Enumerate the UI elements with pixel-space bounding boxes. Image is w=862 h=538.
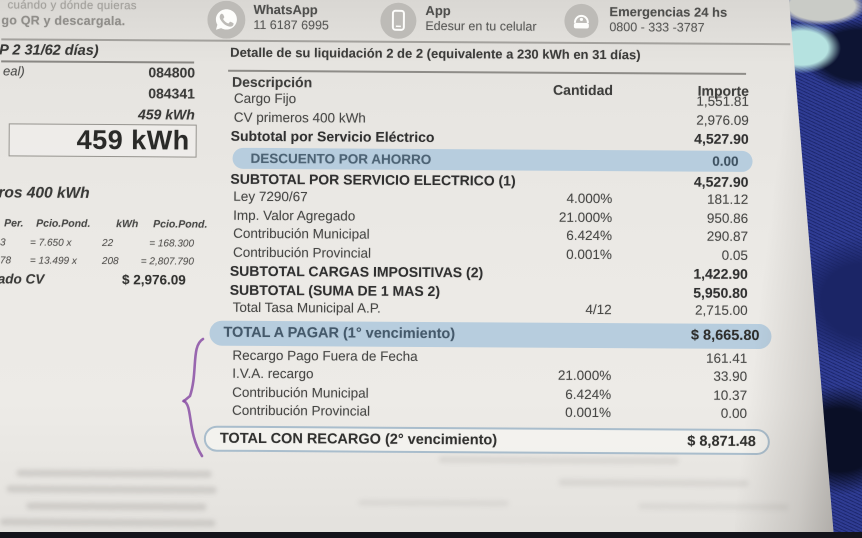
price-cell-kwh: 208	[101, 255, 119, 268]
tagline-line2: go QR y descargala.	[1, 13, 126, 29]
row-description: Ley 7290/67	[233, 188, 308, 205]
consumption-box: 459 kWh	[8, 123, 197, 158]
price-cell-price: = 7.650 x	[30, 237, 72, 249]
price-cell-per: 78	[0, 255, 12, 267]
contact-subtitle: 11 6187 6995	[253, 17, 329, 33]
row-description: DESCUENTO POR AHORRO	[250, 150, 432, 167]
contact-title: Emergencias 24 hs	[609, 4, 728, 20]
invoice-detail: Detalle de su liquidación 2 de 2 (equiva…	[203, 44, 788, 455]
contact-app: App Edesur en tu celular	[379, 0, 549, 43]
show-through-text	[358, 499, 509, 507]
price-cell-kwh: 22	[102, 237, 114, 250]
invoice-row: Contribución Provincial 0.001% 0.00	[204, 402, 786, 424]
contact-emergencias: Emergencias 24 hs 0800 - 333 -3787	[563, 1, 753, 44]
paper-edge-shadow	[735, 0, 834, 538]
row-description: SUBTOTAL CARGAS IMPOSITIVAS (2)	[229, 262, 484, 281]
row-description: Subtotal por Servicio Eléctrico	[230, 127, 435, 146]
show-through-text	[26, 502, 207, 511]
price-col-per: Per.	[4, 217, 24, 230]
row-description: SUBTOTAL POR SERVICIO ELECTRICO (1)	[230, 170, 516, 189]
consumption-value: 459 kWh	[76, 124, 190, 156]
invoice-row: Total Tasa Municipal A.P. 4/12 2,715.00	[205, 299, 787, 321]
row-description: TOTAL CON RECARGO (2° vencimiento)	[219, 430, 498, 448]
invoice-row: Subtotal por Servicio Eléctrico 4,527.90	[206, 127, 788, 149]
consumption-small: 459 kWh	[137, 106, 195, 123]
row-description: I.V.A. recargo	[232, 365, 314, 382]
price-col-pond: Pcio.Pond.	[36, 217, 91, 230]
price-total-value: $ 2,976.09	[121, 272, 186, 288]
contact-whatsapp: WhatsApp 11 6187 6995	[207, 0, 377, 42]
partial-label: eal)	[3, 63, 25, 79]
show-through-text	[558, 478, 749, 487]
panel-divider	[1, 60, 195, 64]
whatsapp-icon	[207, 0, 246, 44]
row-quantity: 6.424%	[565, 386, 612, 402]
invoice-total-row: TOTAL A PAGAR (1° vencimiento) $ 8,665.80	[209, 320, 772, 349]
row-quantity: 4/12	[585, 301, 612, 318]
smartphone-icon	[379, 2, 417, 45]
show-through-text	[16, 469, 212, 478]
contact-subtitle: 0800 - 333 -3787	[609, 20, 705, 35]
row-quantity: 4.000%	[566, 190, 613, 207]
row-description: Recargo Pago Fuera de Fecha	[232, 347, 418, 364]
contact-title: WhatsApp	[253, 1, 318, 18]
invoice-total-row: TOTAL CON RECARGO (2° vencimiento) $ 8,87…	[203, 425, 770, 455]
row-quantity: 6.424%	[566, 227, 613, 244]
row-description: CV primeros 400 kWh	[233, 109, 366, 126]
invoice-title: Detalle de su liquidación 2 de 2 (equiva…	[230, 44, 641, 63]
invoice-total-row: DESCUENTO POR AHORRO 0.00	[232, 147, 753, 172]
column-descripcion: Descripción	[231, 73, 313, 91]
price-cell-pond: = 2,807.790	[140, 256, 194, 268]
meter-reading-1: 084800	[148, 64, 196, 81]
row-quantity: 0.001%	[566, 246, 613, 262]
meter-reading-2: 084341	[148, 85, 196, 102]
price-cell-price: = 13.499 x	[29, 255, 77, 267]
show-through-text	[438, 456, 679, 465]
contact-subtitle: Edesur en tu celular	[425, 18, 537, 34]
price-cell-pond: = 168.300	[149, 238, 195, 250]
photo-bottom-edge	[0, 532, 862, 538]
row-description: Contribución Municipal	[232, 384, 369, 401]
show-through-text	[6, 485, 217, 494]
price-cell-per: 3	[0, 237, 6, 249]
row-description: Contribución Provincial	[232, 244, 372, 261]
phone-icon	[563, 3, 599, 44]
row-description: SUBTOTAL (SUMA DE 1 MAS 2)	[229, 281, 441, 299]
row-description: Contribución Municipal	[233, 225, 370, 242]
row-description: Imp. Valor Agregado	[233, 207, 356, 224]
price-col-kwh: kWh	[116, 218, 139, 231]
tagline-line1: cuándo y dónde quieras	[7, 0, 137, 13]
price-col-pond2: Pcio.Pond.	[153, 218, 208, 231]
row-quantity: 21.000%	[557, 367, 612, 384]
row-description: Contribución Provincial	[231, 402, 371, 419]
period-heading: P 2 31/62 días)	[0, 42, 99, 59]
row-description: Cargo Fijo	[233, 90, 297, 107]
invoice-rows: Cargo Fijo 1,551.81 CV primeros 400 kWh 2,9…	[203, 90, 788, 455]
show-through-text	[0, 518, 216, 527]
row-description: TOTAL A PAGAR (1° vencimiento)	[223, 324, 456, 342]
section-heading: ros 400 kWh	[0, 184, 90, 202]
price-total-label: ado CV	[0, 271, 45, 287]
consumption-panel: P 2 31/62 días) eal) 084800 084341 459 k…	[0, 41, 207, 342]
row-quantity: 0.001%	[565, 404, 612, 421]
contact-title: App	[425, 2, 451, 19]
row-description: Total Tasa Municipal A.P.	[232, 299, 381, 316]
row-quantity: 21.000%	[558, 209, 613, 225]
